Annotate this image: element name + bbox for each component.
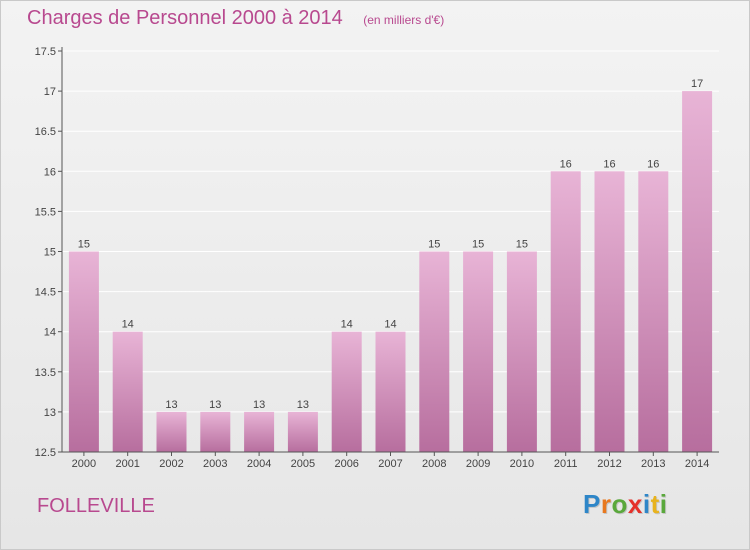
data-label: 17 [691, 78, 703, 90]
bar [550, 171, 581, 453]
data-label: 15 [78, 239, 90, 251]
x-tick-label: 2013 [641, 458, 665, 470]
brand-letter: x [627, 489, 643, 519]
data-label: 16 [603, 158, 615, 170]
brand-letter: i [642, 489, 651, 519]
chart-title: Charges de Personnel 2000 à 2014 [27, 7, 343, 29]
y-tick-label: 13 [44, 407, 56, 419]
x-tick-label: 2011 [554, 458, 578, 470]
y-tick-label: 15 [44, 247, 56, 259]
brand-letter: i [659, 489, 668, 519]
x-tick-label: 2001 [115, 458, 139, 470]
brand-logo: Proxiti [583, 489, 667, 520]
data-label: 13 [297, 399, 309, 411]
bar [112, 331, 143, 452]
bar [200, 411, 231, 452]
data-label: 13 [165, 399, 177, 411]
x-tick-label: 2007 [378, 458, 402, 470]
x-tick-label: 2000 [72, 458, 96, 470]
city-name: FOLLEVILLE [37, 495, 155, 517]
data-label: 15 [516, 239, 528, 251]
x-tick-label: 2004 [247, 458, 271, 470]
y-tick-label: 17 [44, 86, 56, 98]
brand-letter: P [583, 489, 601, 519]
y-tick-label: 16.5 [35, 126, 56, 138]
y-tick-label: 15.5 [35, 206, 56, 218]
brand-letter: o [611, 489, 628, 519]
x-tick-label: 2003 [203, 458, 227, 470]
bar [375, 331, 406, 452]
bar [638, 171, 669, 453]
data-label: 14 [384, 319, 396, 331]
x-tick-label: 2005 [291, 458, 315, 470]
x-tick-label: 2006 [334, 458, 358, 470]
data-label: 16 [647, 158, 659, 170]
data-label: 15 [428, 239, 440, 251]
bar [331, 331, 362, 452]
bar [506, 251, 537, 452]
data-label: 16 [560, 158, 572, 170]
data-label: 14 [122, 319, 134, 331]
brand-letter: r [600, 489, 612, 519]
x-tick-label: 2008 [422, 458, 446, 470]
data-label: 13 [253, 399, 265, 411]
y-tick-label: 13.5 [35, 367, 56, 379]
y-tick-label: 14.5 [35, 287, 56, 299]
x-tick-label: 2014 [685, 458, 709, 470]
y-tick-label: 16 [44, 166, 56, 178]
bar [594, 171, 625, 453]
bar [156, 411, 187, 452]
title-row: Charges de Personnel 2000 à 2014 (en mil… [27, 7, 444, 30]
bar [68, 251, 99, 452]
bar [419, 251, 450, 452]
bar [463, 251, 494, 452]
bar [244, 411, 275, 452]
y-tick-label: 12.5 [35, 447, 56, 459]
x-tick-label: 2002 [159, 458, 183, 470]
y-tick-label: 14 [44, 327, 56, 339]
data-label: 14 [341, 319, 353, 331]
data-label: 13 [209, 399, 221, 411]
y-tick-label: 17.5 [35, 46, 56, 58]
data-label: 15 [472, 239, 484, 251]
chart-subtitle: (en milliers d'€) [363, 13, 445, 27]
x-tick-label: 2012 [597, 458, 621, 470]
bar [682, 91, 713, 452]
brand-letter: t [650, 489, 660, 519]
bar [287, 411, 318, 452]
x-tick-label: 2010 [510, 458, 534, 470]
x-tick-label: 2009 [466, 458, 490, 470]
